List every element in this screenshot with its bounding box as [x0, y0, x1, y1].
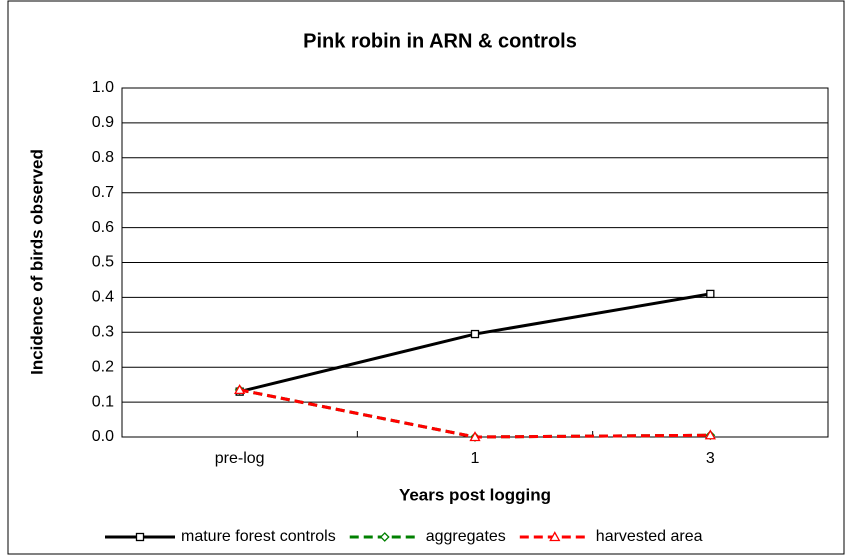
marker — [706, 289, 715, 299]
y-tick-label: 0.9 — [92, 114, 114, 131]
legend-label: mature forest controls — [181, 528, 336, 545]
marker — [704, 429, 716, 440]
chart-title: Pink robin in ARN & controls — [303, 30, 577, 52]
marker — [549, 531, 561, 542]
y-tick-label: 0.2 — [92, 358, 114, 375]
y-tick-label: 0.4 — [92, 289, 114, 306]
legend-item: harvested area — [519, 528, 703, 545]
y-tick-label: 1.0 — [92, 79, 114, 96]
y-tick-label: 0.8 — [92, 149, 114, 166]
marker — [135, 532, 145, 542]
x-axis-label: Years post logging — [399, 485, 551, 504]
x-tick-label: pre-log — [215, 450, 265, 467]
marker — [470, 329, 480, 339]
legend-item: mature forest controls — [105, 528, 336, 545]
legend-label: harvested area — [596, 528, 703, 545]
y-tick-label: 0.7 — [92, 184, 114, 201]
x-tick-label: 1 — [471, 450, 480, 467]
x-tick-label: 3 — [706, 450, 715, 467]
y-tick-label: 0.3 — [92, 324, 114, 341]
y-tick-label: 0.1 — [92, 393, 114, 410]
y-tick-label: 0.6 — [92, 219, 114, 236]
y-tick-label: 0.0 — [92, 428, 114, 445]
y-tick-label: 0.5 — [92, 254, 114, 271]
y-axis-label: Incidence of birds observed — [27, 149, 46, 375]
legend-label: aggregates — [426, 528, 506, 545]
marker — [234, 384, 246, 395]
marker — [469, 431, 481, 442]
legend-item: aggregates — [349, 528, 506, 545]
chart-border — [7, 0, 845, 555]
marker — [379, 532, 390, 542]
